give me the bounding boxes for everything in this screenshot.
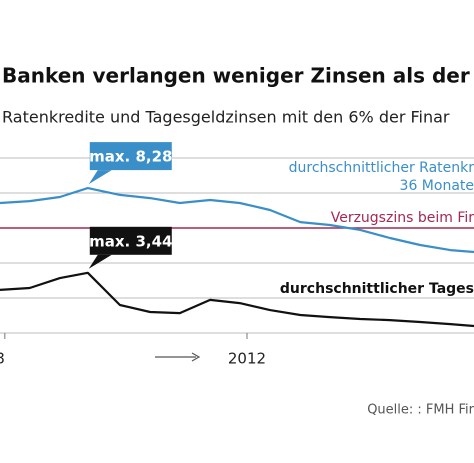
series-label: durchschnittlicher Ratenkr xyxy=(289,160,474,176)
annotation-box xyxy=(89,226,172,255)
series-label-line2: 36 Monate xyxy=(400,178,474,194)
annotation-pointer xyxy=(88,254,112,269)
annotation-pointer xyxy=(88,170,112,185)
annotation-box xyxy=(89,142,172,171)
annotation-text: max. 3,44 xyxy=(89,232,172,250)
x-tick-label: 2012 xyxy=(228,350,266,368)
chart-title: Banken verlangen weniger Zinsen als der … xyxy=(2,64,474,88)
x-tick-label: 8 xyxy=(0,350,5,368)
series-label: durchschnittlicher Tages xyxy=(280,281,474,297)
series-line xyxy=(0,271,474,328)
reference-label: Verzugszins beim Fir xyxy=(331,210,474,226)
series-line xyxy=(0,187,474,254)
chart-subtitle: Ratenkredite und Tagesgeldzinsen mit den… xyxy=(2,108,450,127)
timeline-arrowhead xyxy=(191,352,201,362)
annotation-text: max. 8,28 xyxy=(89,148,172,166)
source: Quelle: : FMH Fir xyxy=(367,403,474,418)
